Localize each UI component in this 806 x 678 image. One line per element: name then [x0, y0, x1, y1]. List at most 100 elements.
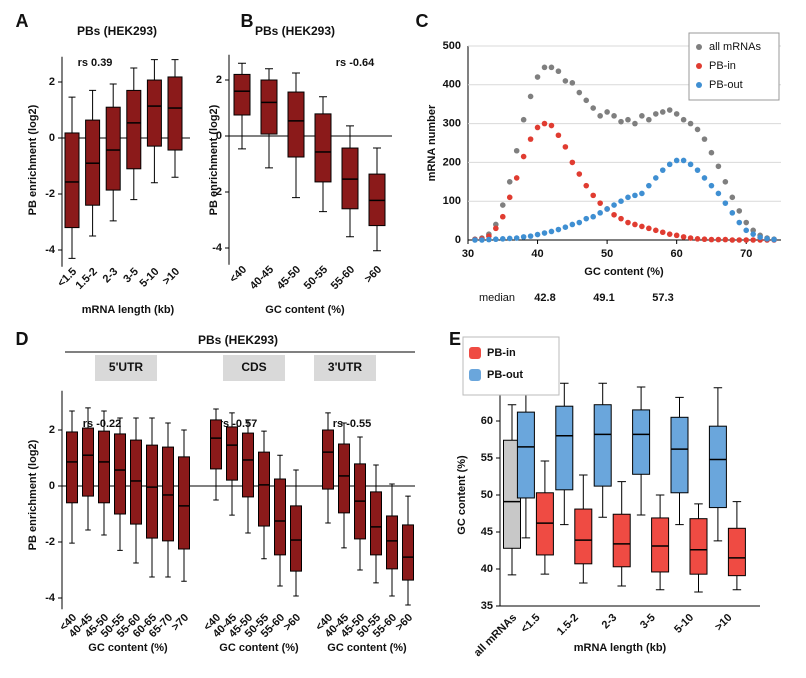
point	[729, 237, 736, 243]
point	[680, 116, 687, 123]
whisker-high	[579, 474, 588, 510]
point	[771, 236, 777, 243]
y-tick-label: -2	[45, 188, 55, 200]
point	[750, 227, 756, 234]
whisker-low	[655, 571, 665, 591]
y-tick-label: 500	[443, 40, 461, 52]
point	[520, 234, 527, 240]
panel-letter: D	[16, 329, 29, 349]
y-tick-label: 60	[481, 415, 493, 427]
whisker-high	[133, 417, 139, 441]
point	[687, 120, 694, 127]
whisker-low	[293, 571, 299, 597]
median-value: 57.3	[652, 292, 673, 304]
whisker-low	[261, 526, 267, 560]
whisker-low	[341, 512, 347, 549]
point	[750, 231, 756, 237]
legend-swatch	[469, 347, 481, 359]
y-tick-label: 40	[481, 563, 493, 575]
y-axis-label: PB enrichment (log2)	[27, 439, 39, 550]
group-label-box	[223, 355, 285, 381]
point	[576, 171, 583, 177]
whisker-high	[277, 454, 283, 479]
whisker-low	[130, 168, 138, 201]
chart-title: PBs (HEK293)	[198, 333, 278, 347]
point	[625, 194, 631, 201]
group-label: CDS	[241, 360, 266, 374]
legend-label: PB-in	[487, 347, 516, 359]
point	[562, 144, 569, 150]
y-axis-label: PB enrichment (log2)	[27, 104, 39, 215]
point	[520, 116, 527, 123]
point	[715, 236, 722, 243]
whisker-high	[732, 501, 742, 529]
whisker-low	[346, 208, 354, 238]
point	[632, 120, 638, 127]
point	[499, 202, 506, 208]
box	[167, 76, 183, 151]
whisker-high	[238, 62, 246, 75]
legend-marker	[696, 63, 702, 69]
point	[659, 167, 666, 173]
point	[493, 221, 499, 228]
box	[287, 91, 305, 158]
whisker-high	[245, 419, 251, 434]
point	[527, 136, 534, 142]
point	[604, 206, 610, 212]
panel-letter: B	[241, 11, 254, 31]
x-tick-label: 60	[671, 248, 683, 260]
box	[555, 405, 574, 491]
whisker-low	[69, 502, 75, 544]
box	[64, 132, 80, 229]
point	[583, 215, 590, 222]
point	[757, 234, 763, 241]
point	[506, 179, 513, 185]
point	[479, 237, 485, 243]
whisker-high	[130, 67, 138, 91]
whisker-high	[357, 436, 363, 464]
box	[260, 79, 278, 135]
point	[736, 237, 743, 243]
whisker-low	[713, 507, 723, 542]
box	[632, 409, 651, 475]
whisker-low	[357, 538, 363, 571]
whisker-high	[101, 410, 107, 432]
box	[146, 79, 162, 147]
whisker-low	[245, 496, 251, 534]
point	[639, 113, 645, 119]
y-tick-label: 50	[481, 489, 493, 501]
point	[701, 175, 708, 181]
whisker-low	[89, 205, 97, 237]
point	[520, 153, 527, 160]
whisker-high	[325, 412, 331, 430]
y-tick-label: 2	[216, 74, 222, 86]
point	[611, 211, 617, 218]
box	[370, 491, 382, 556]
point	[576, 219, 583, 226]
box	[114, 433, 126, 515]
point	[611, 202, 617, 208]
whisker-low	[133, 524, 139, 564]
whisker-low	[373, 554, 379, 584]
point	[506, 194, 513, 201]
point	[708, 182, 715, 189]
whisker-high	[265, 68, 273, 80]
box	[105, 106, 121, 191]
whisker-low	[325, 489, 331, 524]
point	[722, 200, 729, 206]
whisker-high	[293, 469, 299, 506]
point	[562, 224, 569, 230]
box	[126, 89, 142, 170]
whisker-high	[109, 83, 117, 108]
box	[274, 478, 286, 556]
box	[66, 431, 78, 504]
box	[146, 444, 158, 539]
whisker-high	[117, 417, 123, 434]
point	[618, 118, 624, 125]
box	[708, 425, 727, 509]
point	[639, 223, 645, 230]
box	[338, 443, 350, 514]
point	[555, 132, 562, 139]
whisker-high	[675, 396, 684, 418]
